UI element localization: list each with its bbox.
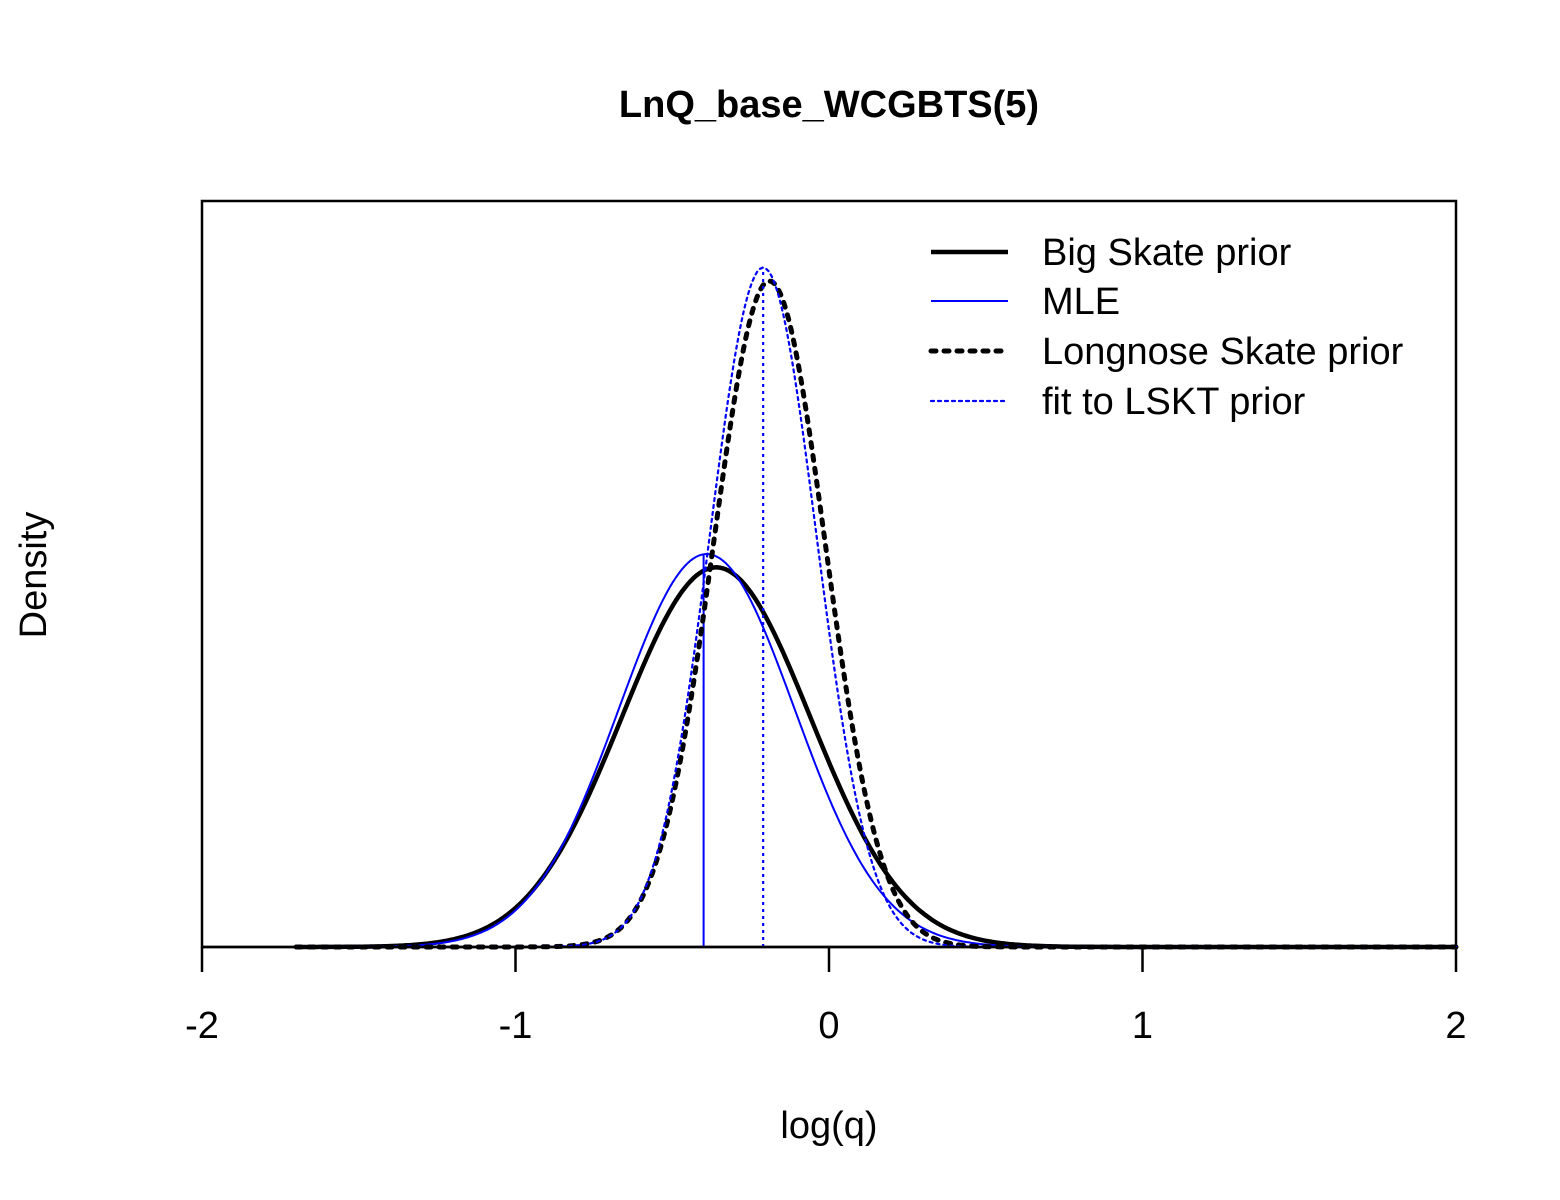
x-axis-label: log(q) (780, 1105, 877, 1147)
y-axis-label: Density (13, 512, 55, 639)
x-axis: -2 -1 0 1 2 (185, 945, 1467, 1047)
legend-label: MLE (1042, 281, 1120, 323)
series-line-2 (296, 553, 1456, 948)
series-line-4 (295, 266, 1458, 949)
legend-label: fit to LSKT prior (1042, 381, 1306, 423)
series-line-1 (296, 565, 1456, 950)
x-tick-label: -2 (185, 1005, 219, 1047)
x-tick-label: 2 (1445, 1005, 1466, 1047)
x-tick-label: -1 (499, 1005, 533, 1047)
x-tick-label: 1 (1132, 1005, 1153, 1047)
chart-title: LnQ_base_WCGBTS(5) (619, 84, 1039, 126)
legend-label: Big Skate prior (1042, 232, 1292, 274)
legend-label: Longnose Skate prior (1042, 331, 1404, 373)
x-tick-label: 0 (818, 1005, 839, 1047)
legend: Big Skate prior MLE Longnose Skate prior fi… (928, 232, 1404, 423)
